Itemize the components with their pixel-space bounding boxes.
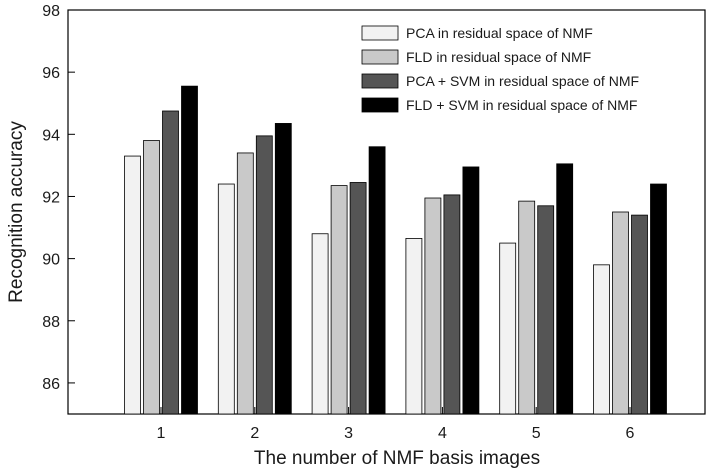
- x-tick-label: 2: [250, 425, 259, 442]
- bar-series1-cat3: [311, 233, 329, 415]
- legend-swatch-2: [361, 49, 399, 65]
- bars-group: [124, 85, 667, 415]
- bar-series1-cat6: [593, 264, 610, 415]
- legend: PCA in residual space of NMF FLD in resid…: [361, 25, 639, 113]
- bar-series2-cat4: [424, 197, 442, 415]
- bar-series4-cat1: [181, 85, 198, 415]
- x-tick-label: 6: [626, 425, 635, 442]
- bar-series3-cat6: [631, 214, 648, 415]
- y-axis: 86 88 90 92 94 96 98: [42, 3, 75, 393]
- x-tick-label: 5: [532, 425, 541, 442]
- y-tick-label: 92: [42, 189, 60, 206]
- x-tick-label: 1: [157, 425, 166, 442]
- y-tick-label: 98: [42, 3, 60, 20]
- x-axis: 1 2 3 4 5 6: [157, 407, 635, 442]
- y-axis-title: Recognition accuracy: [6, 121, 27, 303]
- bar-series4-cat3: [368, 146, 386, 415]
- bar-series4-cat6: [650, 183, 667, 415]
- bar-series1-cat4: [405, 238, 423, 415]
- bar-series2-cat1: [143, 140, 160, 415]
- bar-series3-cat4: [443, 194, 461, 415]
- legend-label-3: PCA + SVM in residual space of NMF: [406, 73, 639, 89]
- bar-series3-cat3: [349, 182, 367, 415]
- bar-series2-cat5: [518, 200, 536, 415]
- bar-series1-cat1: [124, 155, 141, 415]
- plot-border: [67, 9, 706, 415]
- bar-series2-cat2: [236, 152, 254, 415]
- y-tick-label: 88: [42, 314, 60, 331]
- bar-series4-cat5: [556, 163, 574, 415]
- bar-series3-cat2: [255, 135, 273, 415]
- bar-series3-cat5: [537, 205, 555, 415]
- y-tick-label: 94: [42, 127, 60, 144]
- bar-series2-cat3: [330, 185, 348, 415]
- bar-series4-cat4: [462, 166, 480, 415]
- bar-series3-cat1: [162, 110, 179, 415]
- legend-label-2: FLD in residual space of NMF: [406, 49, 591, 65]
- legend-swatch-1: [361, 25, 399, 41]
- y-tick-label: 90: [42, 252, 60, 269]
- legend-swatch-4: [361, 97, 399, 113]
- bar-series1-cat2: [217, 183, 235, 415]
- plot-area: [67, 9, 706, 415]
- y-tick-label: 96: [42, 65, 60, 82]
- bar-series4-cat2: [274, 123, 292, 415]
- y-tick-label: 86: [42, 376, 60, 393]
- bar-series2-cat6: [612, 211, 629, 415]
- x-tick-label: 3: [344, 425, 353, 442]
- bar-series1-cat5: [499, 242, 517, 415]
- x-tick-label: 4: [438, 425, 447, 442]
- legend-swatch-3: [361, 73, 399, 89]
- legend-label-1: PCA in residual space of NMF: [406, 25, 593, 41]
- legend-label-4: FLD + SVM in residual space of NMF: [406, 97, 637, 113]
- x-axis-title: The number of NMF basis images: [254, 448, 540, 469]
